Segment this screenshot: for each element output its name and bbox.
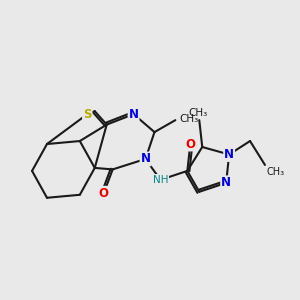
Text: N: N: [224, 148, 234, 161]
Text: NH: NH: [153, 175, 168, 185]
Text: N: N: [129, 108, 139, 121]
Text: CH₃: CH₃: [188, 108, 207, 118]
Text: O: O: [99, 187, 109, 200]
Text: N: N: [221, 176, 231, 189]
Text: O: O: [185, 137, 195, 151]
Text: CH₃: CH₃: [266, 167, 285, 177]
Text: CH₃: CH₃: [180, 114, 199, 124]
Text: N: N: [140, 152, 151, 166]
Text: S: S: [83, 108, 92, 121]
